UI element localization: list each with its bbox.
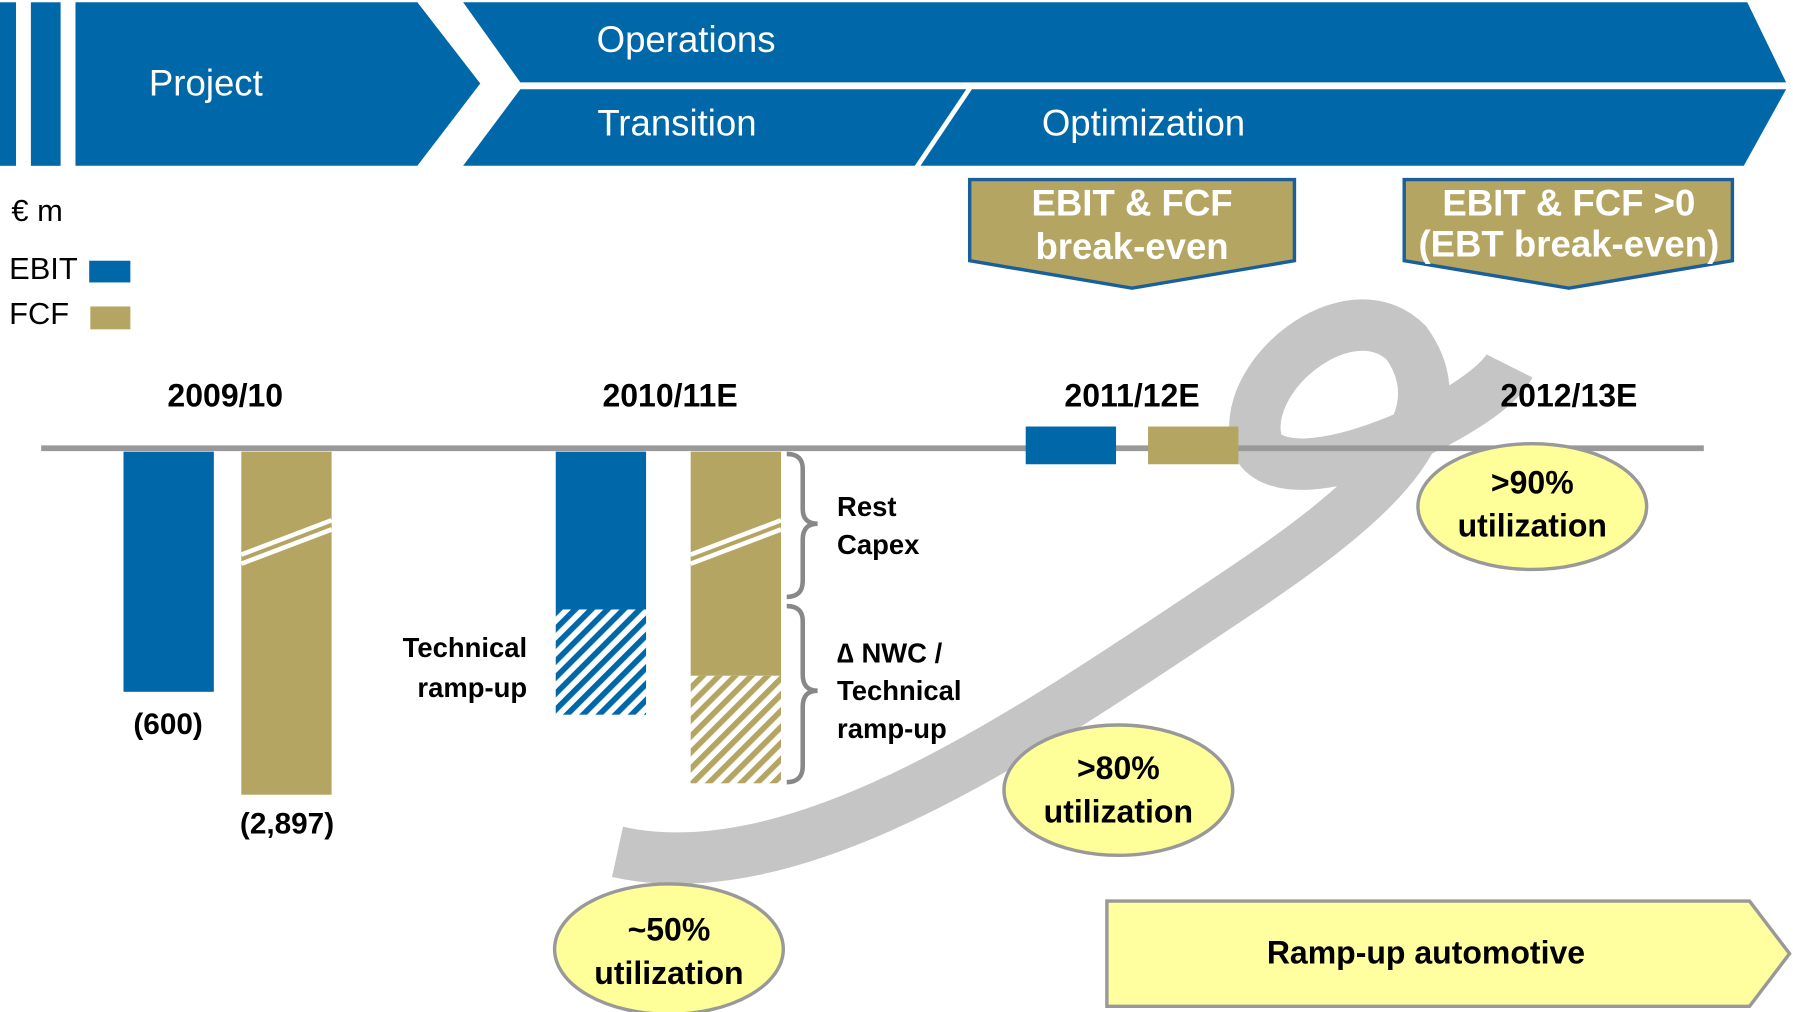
legend-swatch: [89, 260, 131, 283]
ramp-up-arrow: [1105, 899, 1792, 1008]
phase-label: Project: [149, 62, 263, 103]
annotation: Capex: [837, 529, 920, 560]
utilization: utilization: [1458, 508, 1607, 544]
ramp-up-label: Ramp-up automotive: [1267, 934, 1585, 970]
milestone-text: EBIT & FCF >0: [1442, 183, 1695, 224]
year: 2009/10: [167, 377, 283, 413]
annotation: ∆ NWC /: [837, 637, 943, 668]
brace: [786, 451, 818, 785]
unit: € m: [11, 193, 62, 228]
value-label: (600): [133, 708, 202, 741]
utilization: >90%: [1491, 464, 1574, 500]
annotation: Rest: [837, 491, 896, 522]
year: 2011/12E: [1064, 377, 1199, 413]
phase-label: Operations: [597, 19, 776, 60]
legend-label: EBIT: [9, 251, 78, 286]
utilization: utilization: [1044, 794, 1193, 830]
value-label: (2,897): [240, 807, 334, 840]
utilization: ~50%: [628, 911, 711, 947]
utilization: utilization: [594, 955, 743, 991]
annotation: ramp-up: [417, 672, 527, 703]
swoosh: [612, 299, 1533, 884]
annotation: Technical: [837, 675, 962, 706]
legend-label: FCF: [9, 296, 69, 331]
milestone-text: break-even: [1035, 226, 1228, 267]
utilization-ellipse: [552, 441, 1649, 1012]
utilization: >80%: [1077, 750, 1160, 786]
annotation: ramp-up: [837, 713, 947, 744]
milestone-text: EBIT & FCF: [1031, 183, 1232, 224]
milestone-text: (EBT break-even): [1418, 224, 1719, 265]
year: 2012/13E: [1500, 377, 1637, 413]
phase-label: Transition: [597, 102, 756, 143]
milestone: [967, 177, 1735, 290]
phase-header: [0, 2, 1787, 166]
year: 2010/11E: [602, 377, 737, 413]
bars: [123, 426, 1239, 795]
phase-label: Optimization: [1042, 102, 1245, 143]
annotation: Technical: [403, 632, 528, 663]
legend-swatch: [90, 306, 131, 330]
